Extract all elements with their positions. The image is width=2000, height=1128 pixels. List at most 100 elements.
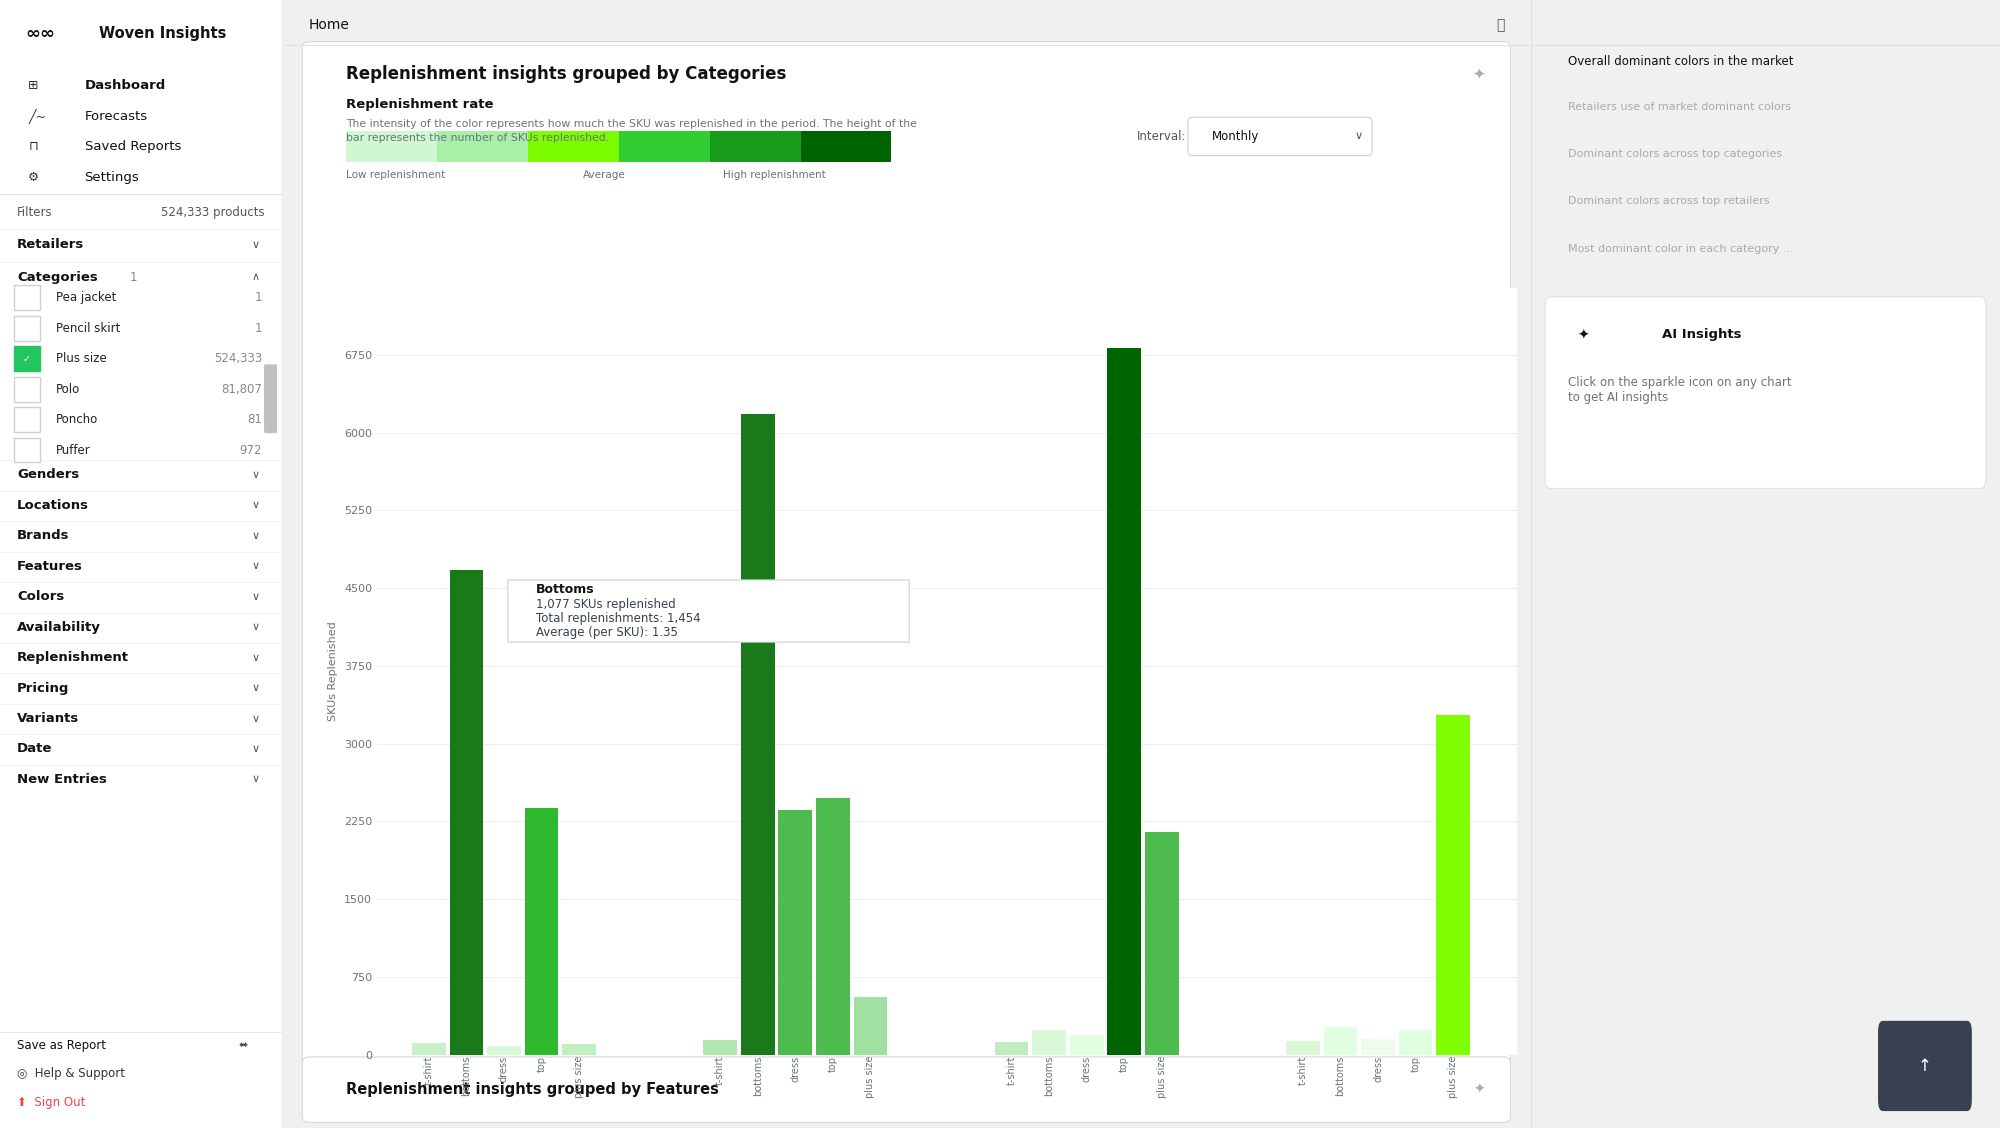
FancyBboxPatch shape <box>618 131 710 162</box>
Text: Monthly: Monthly <box>1212 130 1258 143</box>
Text: 🔔: 🔔 <box>1496 18 1504 32</box>
Text: ◎  Help & Support: ◎ Help & Support <box>16 1067 124 1081</box>
Bar <box>740 414 774 1055</box>
Text: 1: 1 <box>254 321 262 335</box>
FancyBboxPatch shape <box>800 131 892 162</box>
Text: Saved Reports: Saved Reports <box>84 140 180 153</box>
Text: ∧: ∧ <box>252 273 260 282</box>
Text: Settings: Settings <box>84 170 140 184</box>
FancyBboxPatch shape <box>1188 117 1372 156</box>
Text: Pricing: Pricing <box>16 681 70 695</box>
Bar <box>1436 715 1470 1055</box>
Text: Dominant colors across top categories: Dominant colors across top categories <box>1568 149 1782 159</box>
Text: ✦: ✦ <box>1472 67 1486 82</box>
Text: Locations: Locations <box>16 499 88 512</box>
Text: ∨: ∨ <box>252 744 260 754</box>
Text: 81,807: 81,807 <box>222 382 262 396</box>
Text: Replenishment insights grouped by Categories: Replenishment insights grouped by Catego… <box>346 65 786 83</box>
Bar <box>1398 1030 1432 1055</box>
Text: Colors: Colors <box>16 590 64 603</box>
Bar <box>1144 831 1178 1055</box>
Text: The intensity of the color represents how much the SKU was replenished in the pe: The intensity of the color represents ho… <box>346 120 916 129</box>
FancyBboxPatch shape <box>508 580 910 642</box>
FancyBboxPatch shape <box>710 131 800 162</box>
Text: bar represents the number of SKUs replenished.: bar represents the number of SKUs replen… <box>346 133 610 142</box>
Text: ⊞: ⊞ <box>28 79 38 92</box>
Text: 81: 81 <box>248 413 262 426</box>
Bar <box>994 1042 1028 1055</box>
Text: ✓: ✓ <box>22 354 30 363</box>
Text: ∨: ∨ <box>252 623 260 632</box>
Text: Brands: Brands <box>16 529 70 543</box>
Bar <box>854 997 888 1055</box>
Text: Most dominant color in each category ...: Most dominant color in each category ... <box>1568 244 1794 254</box>
FancyBboxPatch shape <box>14 438 40 462</box>
FancyBboxPatch shape <box>1878 1021 1972 1111</box>
Bar <box>488 1047 520 1055</box>
FancyBboxPatch shape <box>302 42 1510 1068</box>
Text: Features: Features <box>16 559 82 573</box>
Text: Pea jacket: Pea jacket <box>56 291 116 305</box>
Bar <box>816 797 850 1055</box>
Text: AI Insights: AI Insights <box>1662 328 1742 342</box>
Text: Home: Home <box>308 18 350 32</box>
Bar <box>1070 1036 1104 1055</box>
Text: ∨: ∨ <box>252 240 260 249</box>
Bar <box>450 570 484 1055</box>
Text: Retailers use of market dominant colors: Retailers use of market dominant colors <box>1568 102 1792 112</box>
Bar <box>1286 1041 1320 1055</box>
Bar <box>1324 1026 1358 1055</box>
Bar <box>1032 1030 1066 1055</box>
Text: 972: 972 <box>240 443 262 457</box>
Text: Low replenishment: Low replenishment <box>346 170 446 180</box>
Y-axis label: SKUs Replenished: SKUs Replenished <box>328 622 338 721</box>
Text: Poncho: Poncho <box>56 413 98 426</box>
Text: 1: 1 <box>130 271 138 284</box>
Text: ∞∞: ∞∞ <box>26 25 56 43</box>
Text: 1,077 SKUs replenished: 1,077 SKUs replenished <box>536 598 676 611</box>
Text: ✦: ✦ <box>1578 328 1590 342</box>
Text: Bottoms: Bottoms <box>536 583 594 596</box>
FancyBboxPatch shape <box>528 131 618 162</box>
Text: Polo: Polo <box>56 382 80 396</box>
FancyBboxPatch shape <box>346 131 436 162</box>
Text: Average: Average <box>582 170 626 180</box>
Text: Variants: Variants <box>16 712 80 725</box>
Text: Date: Date <box>16 742 52 756</box>
Bar <box>524 808 558 1055</box>
Text: Categories: Categories <box>16 271 98 284</box>
Text: High replenishment: High replenishment <box>722 170 826 180</box>
Text: Save as Report: Save as Report <box>16 1039 106 1052</box>
Text: ∨: ∨ <box>252 531 260 540</box>
Text: Overall dominant colors in the market: Overall dominant colors in the market <box>1568 55 1794 69</box>
Text: ∨: ∨ <box>1354 132 1362 141</box>
Text: ∨: ∨ <box>252 775 260 784</box>
FancyBboxPatch shape <box>14 377 40 402</box>
Text: Filters: Filters <box>16 205 52 219</box>
Text: ∨: ∨ <box>252 562 260 571</box>
Text: 524,333 products: 524,333 products <box>162 205 264 219</box>
Text: Retailers: Retailers <box>16 238 84 252</box>
Bar <box>704 1040 738 1055</box>
Text: Average (per SKU): 1.35: Average (per SKU): 1.35 <box>536 626 678 640</box>
Text: Pencil skirt: Pencil skirt <box>56 321 120 335</box>
Bar <box>1108 347 1142 1055</box>
FancyBboxPatch shape <box>264 364 278 433</box>
Text: ↑: ↑ <box>1918 1057 1932 1075</box>
FancyBboxPatch shape <box>1544 297 1986 488</box>
FancyBboxPatch shape <box>436 131 528 162</box>
Text: ⚙: ⚙ <box>28 170 40 184</box>
Text: Forecasts: Forecasts <box>84 109 148 123</box>
Bar <box>412 1043 446 1055</box>
Text: 524,333: 524,333 <box>214 352 262 365</box>
Text: Total replenishments: 1,454: Total replenishments: 1,454 <box>536 613 700 625</box>
Text: Woven Insights: Woven Insights <box>98 26 226 42</box>
FancyBboxPatch shape <box>14 346 40 371</box>
Text: ⊓: ⊓ <box>28 140 38 153</box>
Text: Interval:: Interval: <box>1136 130 1186 143</box>
Text: Click on the sparkle icon on any chart
to get AI insights: Click on the sparkle icon on any chart t… <box>1568 376 1792 404</box>
FancyBboxPatch shape <box>14 285 40 310</box>
Text: New Entries: New Entries <box>16 773 106 786</box>
Text: ∨: ∨ <box>252 714 260 723</box>
Text: Replenishment insights grouped by Features: Replenishment insights grouped by Featur… <box>346 1082 718 1098</box>
